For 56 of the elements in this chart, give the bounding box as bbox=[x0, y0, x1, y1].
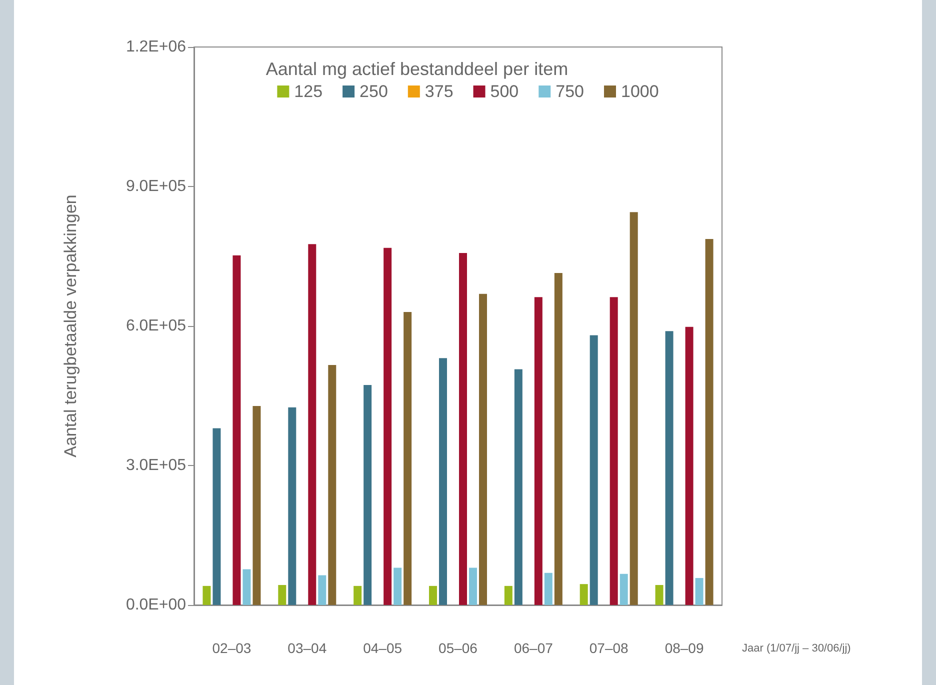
bar bbox=[242, 569, 251, 605]
bar bbox=[278, 585, 286, 605]
y-tick-label: 3.0E+05 bbox=[126, 457, 186, 474]
bar bbox=[404, 312, 412, 605]
x-tick-label: 07–08 bbox=[589, 640, 629, 656]
bar bbox=[394, 568, 402, 605]
bar bbox=[580, 584, 588, 605]
bar bbox=[318, 575, 326, 605]
bar bbox=[212, 428, 221, 605]
bar bbox=[610, 297, 618, 605]
y-tick-label: 1.2E+06 bbox=[126, 38, 186, 56]
bar bbox=[695, 578, 704, 605]
legend-label: 375 bbox=[424, 82, 454, 101]
bar bbox=[534, 297, 542, 605]
x-tick-label: 02–03 bbox=[212, 640, 252, 656]
bar bbox=[665, 331, 674, 605]
bar bbox=[308, 244, 316, 605]
x-tick-label: 03–04 bbox=[288, 640, 327, 656]
bar bbox=[590, 335, 598, 605]
x-tick-label: 06–07 bbox=[514, 640, 554, 656]
bar bbox=[469, 568, 477, 605]
bar bbox=[202, 586, 211, 605]
bar bbox=[288, 407, 296, 605]
bar bbox=[705, 239, 714, 605]
bar bbox=[514, 369, 522, 605]
legend-label: 1000 bbox=[621, 82, 659, 101]
x-tick-label: 05–06 bbox=[438, 640, 478, 656]
bar bbox=[252, 406, 261, 605]
bar bbox=[504, 586, 512, 605]
bar bbox=[459, 252, 467, 605]
legend-label: 750 bbox=[556, 82, 584, 101]
bar bbox=[544, 572, 552, 605]
x-axis-title: Jaar (1/07/jj – 30/06/jj) bbox=[742, 642, 851, 654]
legend-label: 500 bbox=[490, 82, 519, 101]
bar bbox=[655, 585, 664, 605]
bar bbox=[232, 255, 241, 605]
y-axis-title: Aantal terugbetaalde verpakkingen bbox=[61, 194, 80, 458]
bar bbox=[620, 574, 628, 605]
x-tick-label: 04–05 bbox=[363, 640, 402, 656]
bar bbox=[439, 358, 447, 605]
legend-title: Aantal mg actief bestanddeel per item bbox=[266, 59, 568, 79]
bar bbox=[685, 326, 694, 605]
legend-label: 125 bbox=[294, 82, 323, 101]
y-tick-label: 6.0E+05 bbox=[126, 318, 186, 334]
y-tick-label: 9.0E+05 bbox=[126, 178, 186, 195]
bar bbox=[364, 385, 372, 605]
x-tick-label: 08–09 bbox=[664, 640, 704, 656]
bar bbox=[630, 212, 638, 605]
legend-label: 250 bbox=[360, 82, 388, 101]
bar bbox=[554, 272, 562, 605]
y-tick-label: 0.0E+00 bbox=[126, 596, 186, 614]
bar bbox=[429, 586, 437, 605]
bar bbox=[384, 248, 392, 605]
bar bbox=[479, 294, 487, 605]
bar bbox=[354, 586, 362, 605]
bar bbox=[328, 365, 336, 605]
